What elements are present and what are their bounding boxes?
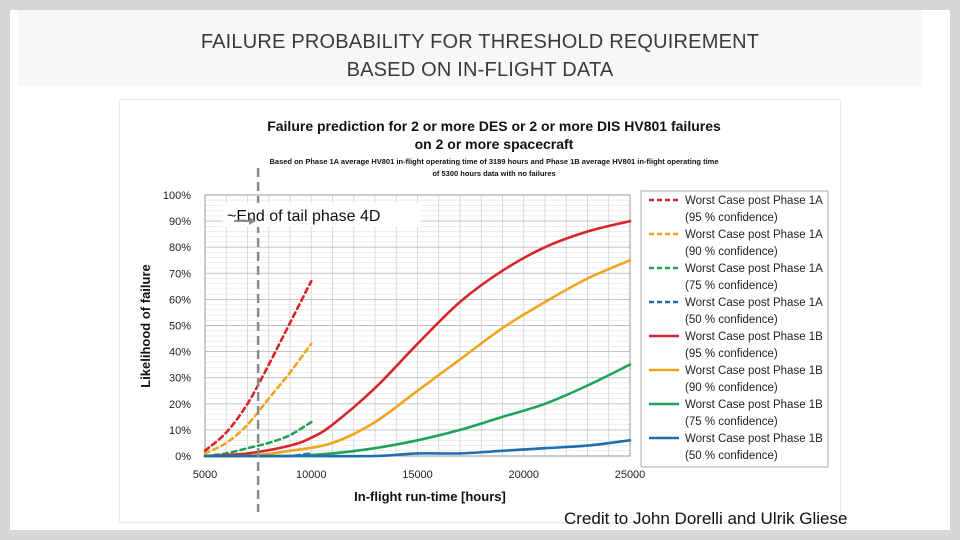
legend-label-6: Worst Case post Phase 1B bbox=[685, 365, 823, 377]
y-tick-label: 20% bbox=[169, 399, 191, 411]
credit-text: Credit to John Dorelli and Ulrik Gliese bbox=[564, 509, 848, 528]
legend: Worst Case post Phase 1A (95 % confidence… bbox=[640, 190, 829, 468]
chart-subtitle: Based on Phase 1A average HV801 in-fligh… bbox=[269, 157, 718, 166]
chart-subtitle-line2: of 5300 hours data with no failures bbox=[432, 169, 555, 178]
legend-label-4: Worst Case post Phase 1A bbox=[685, 297, 823, 309]
legend-label-8: Worst Case post Phase 1B bbox=[685, 433, 823, 445]
legend-box bbox=[640, 190, 829, 468]
x-axis-label: In-flight run-time [hours] bbox=[354, 489, 506, 504]
x-tick-label: 20000 bbox=[508, 469, 539, 481]
legend-sublabel-7: (75 % confidence) bbox=[685, 416, 778, 428]
failure-chart: Failure prediction for 2 or more DES or … bbox=[138, 118, 829, 512]
y-tick-label: 90% bbox=[169, 216, 191, 228]
x-tick-label: 10000 bbox=[296, 469, 327, 481]
y-tick-label: 60% bbox=[169, 294, 191, 306]
legend-sublabel-4: (50 % confidence) bbox=[685, 314, 778, 326]
legend-sublabel-5: (95 % confidence) bbox=[685, 348, 778, 360]
chart-title: Failure prediction for 2 or more DES or … bbox=[267, 118, 721, 134]
series-line-6 bbox=[203, 259, 632, 458]
y-tick-label: 80% bbox=[169, 242, 191, 254]
y-tick-label: 30% bbox=[169, 373, 191, 385]
header-band bbox=[18, 10, 922, 86]
annotation-box bbox=[223, 203, 421, 227]
series-line-5 bbox=[203, 219, 632, 458]
y-tick-label: 0% bbox=[175, 451, 191, 463]
x-tick-label: 15000 bbox=[402, 469, 433, 481]
legend-label-1: Worst Case post Phase 1A bbox=[685, 195, 823, 207]
vline-group: ~End of tail phase 4D bbox=[223, 168, 421, 512]
axes: 0% 10% 20% 30% 40% 50% 60% 70% 80% 90% 100% 5000 100… bbox=[163, 190, 645, 481]
x-tick-label: 25000 bbox=[615, 469, 646, 481]
legend-label-5: Worst Case post Phase 1B bbox=[685, 331, 823, 343]
legend-sublabel-1: (95 % confidence) bbox=[685, 212, 778, 224]
y-axis-label: Likelihood of failure bbox=[138, 264, 153, 388]
series-line-8 bbox=[203, 439, 632, 458]
legend-sublabel-3: (75 % confidence) bbox=[685, 280, 778, 292]
legend-sublabel-8: (50 % confidence) bbox=[685, 450, 778, 462]
slide-title-line2: BASED ON IN-FLIGHT DATA bbox=[346, 59, 614, 81]
x-tick-label: 5000 bbox=[193, 469, 217, 481]
y-tick-label: 10% bbox=[169, 425, 191, 437]
y-tick-label: 100% bbox=[163, 190, 191, 202]
chart-title-line2: on 2 or more spacecraft bbox=[415, 136, 574, 152]
y-tick-label: 70% bbox=[169, 268, 191, 280]
grid bbox=[204, 194, 631, 457]
plot-border bbox=[204, 194, 631, 457]
slide-title-line1: FAILURE PROBABILITY FOR THRESHOLD REQUIR… bbox=[200, 31, 760, 53]
legend-sublabel-6: (90 % confidence) bbox=[685, 382, 778, 394]
legend-label-3: Worst Case post Phase 1A bbox=[685, 263, 823, 275]
legend-sublabel-2: (90 % confidence) bbox=[685, 246, 778, 258]
legend-label-7: Worst Case post Phase 1B bbox=[685, 399, 823, 411]
y-tick-label: 50% bbox=[169, 321, 191, 333]
legend-label-2: Worst Case post Phase 1A bbox=[685, 229, 823, 241]
annotation-text: ~End of tail phase 4D bbox=[227, 208, 380, 225]
annotation-arrow-head bbox=[249, 217, 257, 225]
series-line-3 bbox=[203, 420, 313, 458]
chart-frame: Failure prediction for 2 or more DES or … bbox=[120, 100, 840, 522]
y-tick-label: 40% bbox=[169, 347, 191, 359]
